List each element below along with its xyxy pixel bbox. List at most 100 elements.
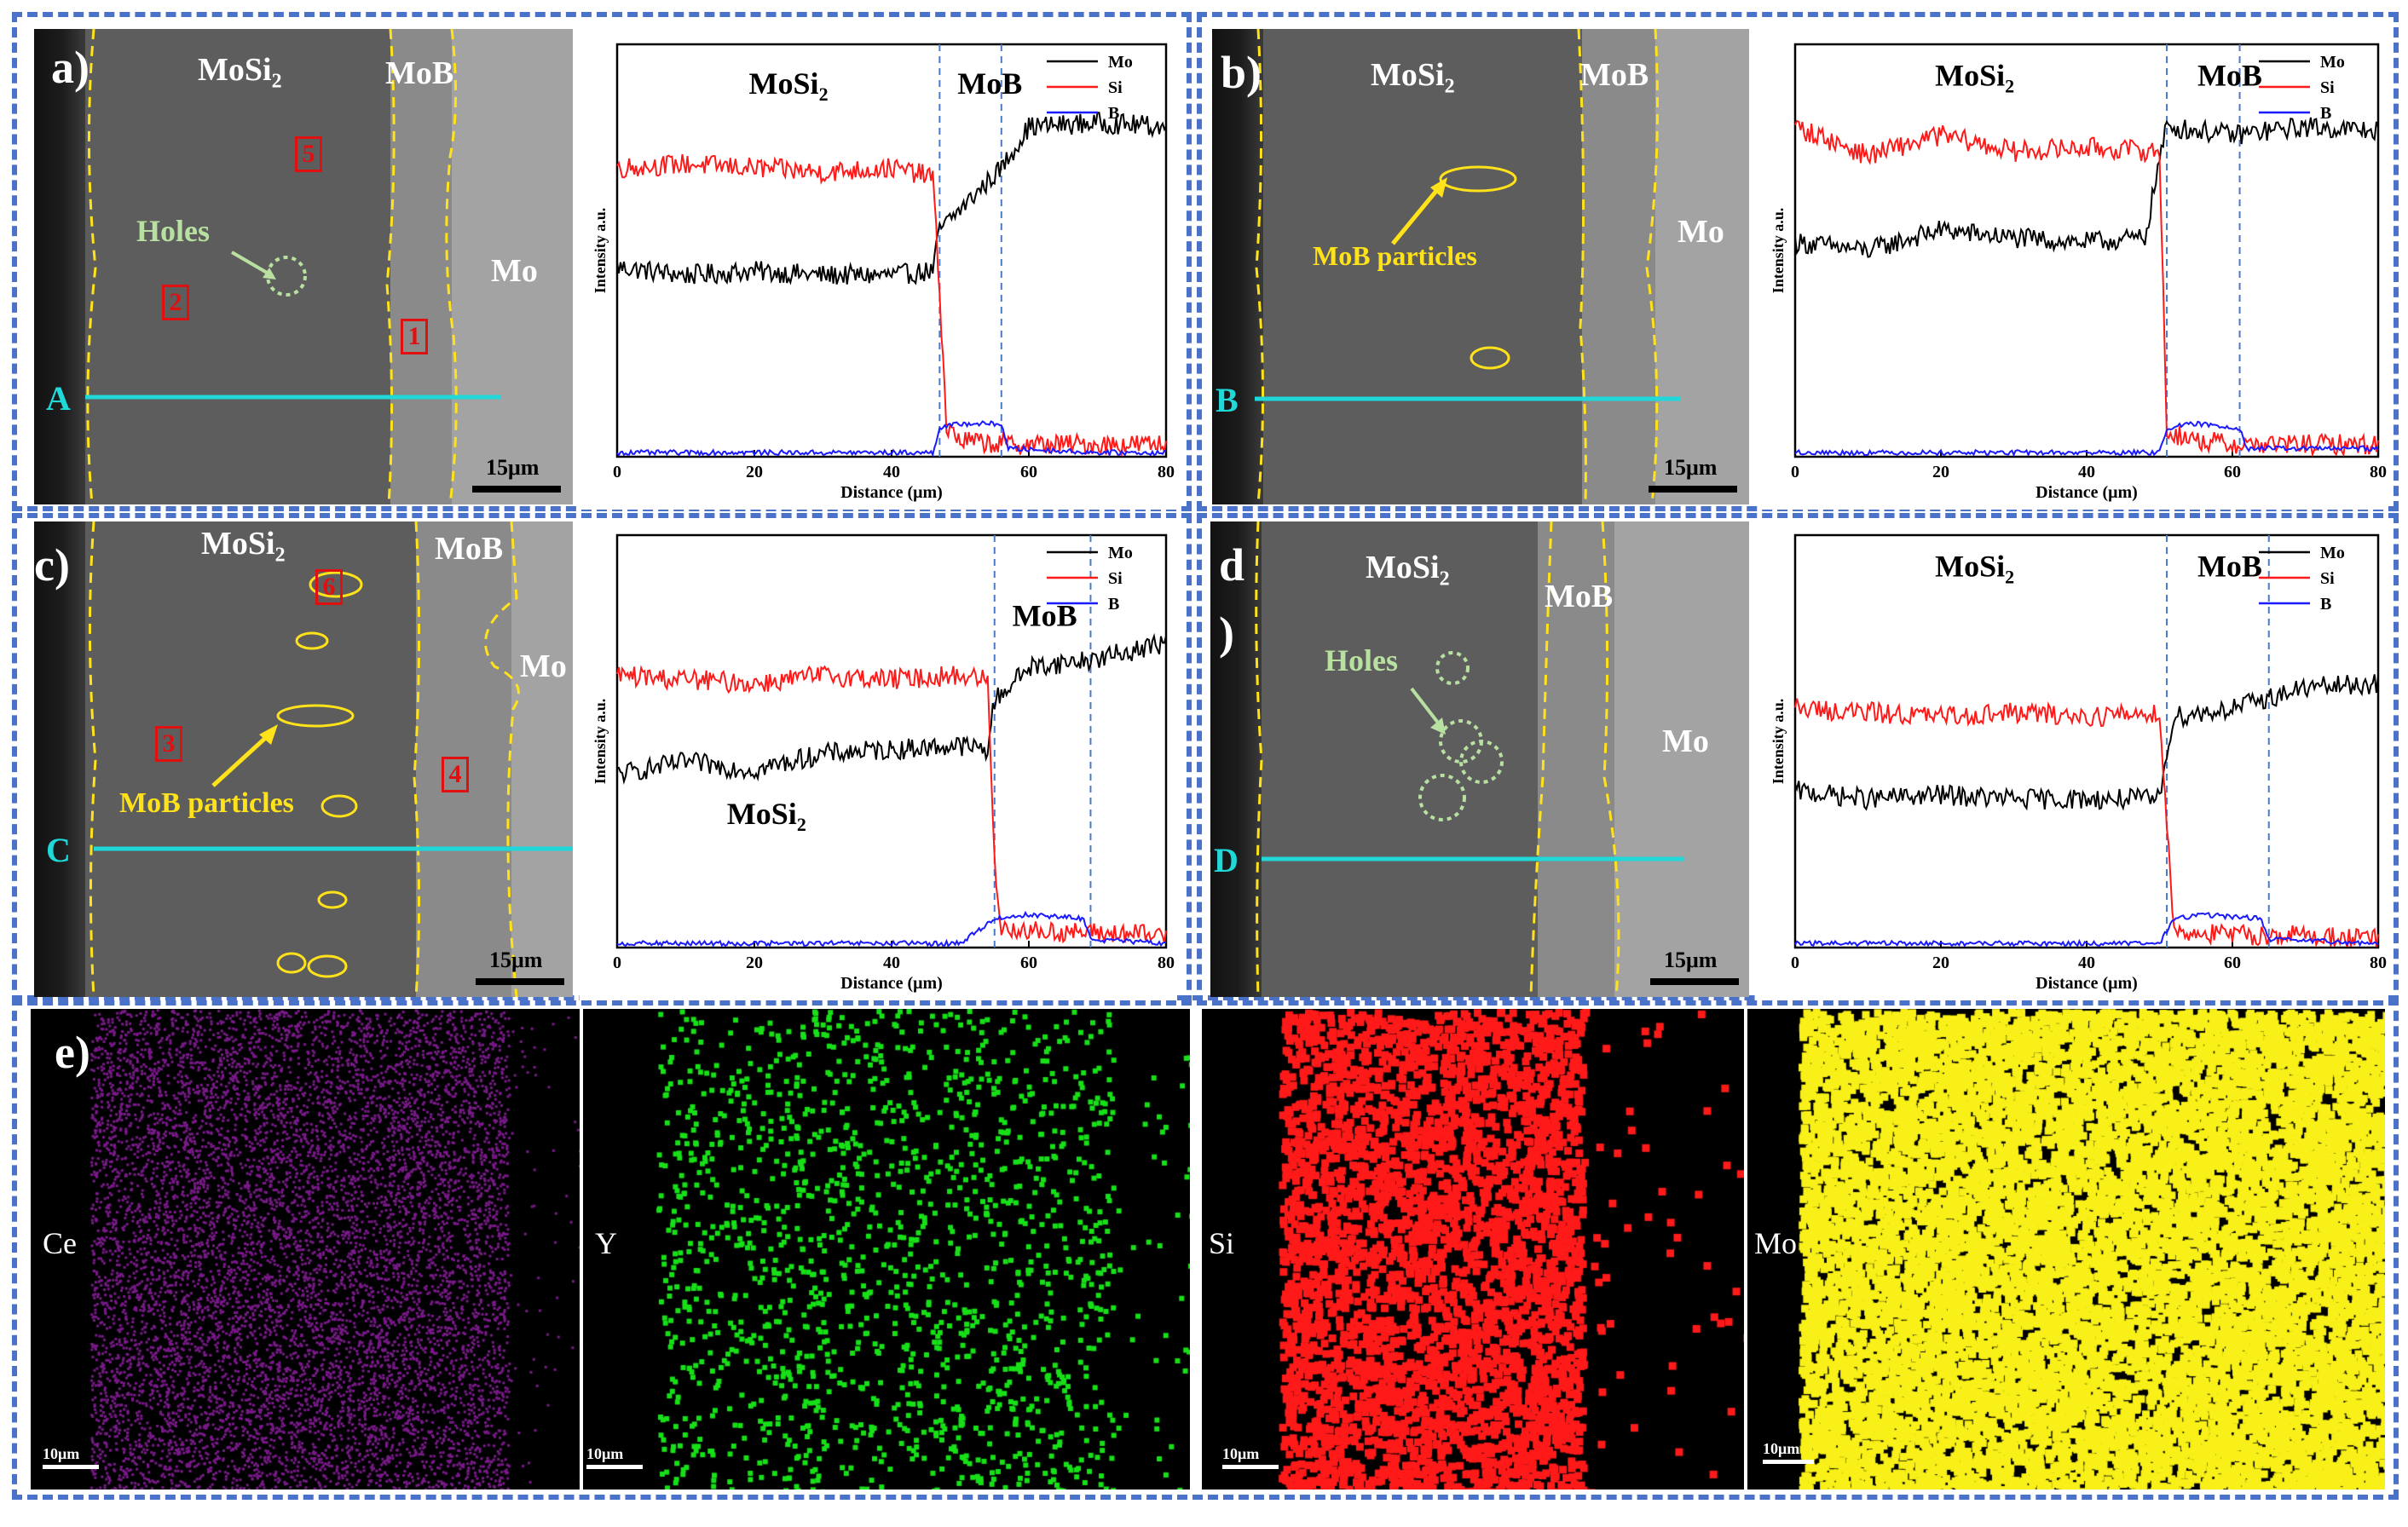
boundary-line [88, 521, 97, 997]
x-tick-label: 80 [1158, 463, 1175, 481]
particle-ellipse [276, 704, 355, 728]
legend-label-si: Si [2320, 569, 2335, 588]
panel-label-a: a) [51, 42, 90, 93]
mo-substrate [452, 29, 573, 504]
legend-label-mo: Mo [1108, 544, 1133, 562]
marker-5: 5 [295, 136, 322, 172]
boundary-line [1529, 521, 1553, 997]
x-tick-label: 20 [1932, 463, 1949, 481]
label-mosi2: MoSi2 [1366, 550, 1450, 591]
marker-6: 6 [315, 569, 343, 605]
label-mob-particles: MoB particles [119, 787, 294, 819]
panel-label-e: e) [55, 1027, 90, 1078]
frame-panel-d [1197, 513, 2399, 1006]
chart-annotation: MoB [2197, 58, 2262, 92]
marker-3: 3 [155, 726, 182, 762]
x-tick-label: 60 [2224, 463, 2241, 481]
mo-substrate [511, 521, 573, 997]
x-tick-label: 60 [1020, 463, 1037, 481]
boundary-line [1255, 521, 1263, 997]
x-tick-label: 40 [883, 463, 900, 481]
hole-circle [1459, 740, 1504, 784]
scan-label-c: C [46, 831, 71, 869]
series-line-mo [616, 112, 1167, 285]
particle-ellipse [317, 890, 348, 909]
mo-substrate [1655, 29, 1749, 504]
legend-label-si: Si [2320, 78, 2335, 97]
scale-bar [1649, 486, 1737, 493]
label-mo: Mo [1662, 723, 1709, 759]
frame-panel-c [12, 513, 1192, 1006]
particle-ellipse [320, 794, 358, 818]
chart-annotation: MoB [2197, 549, 2262, 583]
x-tick-label: 40 [2078, 954, 2095, 972]
boundary-line [1601, 521, 1620, 997]
chart-annotation: MoB [1013, 598, 1077, 632]
series-line-si [616, 153, 1167, 458]
map-label-ce: Ce [43, 1226, 77, 1260]
label-holes: Holes [136, 214, 210, 248]
x-tick-label: 0 [1791, 954, 1799, 972]
x-tick-label: 0 [613, 463, 621, 481]
chart-annotation: MoSi2 [1935, 549, 2014, 587]
particles-arrow [211, 731, 273, 787]
label-mob: MoB [435, 531, 504, 567]
label-mo: Mo [491, 253, 538, 289]
plot-frame [1793, 533, 2380, 949]
x-axis-label: Distance (μm) [2036, 483, 2138, 502]
y-axis-label: Intensity a.u. [592, 208, 609, 294]
series-line-b [616, 910, 1166, 948]
map-label-y: Y [595, 1226, 617, 1260]
scale-label: 15μm [1664, 948, 1718, 972]
x-tick-label: 20 [1932, 954, 1949, 972]
panel-label-d: d [1219, 539, 1245, 591]
scale-bar [1650, 978, 1739, 985]
plot-frame [615, 533, 1168, 949]
chart-annotation: MoSi2 [749, 66, 829, 105]
series-line-b [1794, 912, 2379, 948]
line-scan-chart-b: 0 20 40 60 80 Distance (μm) Intensity a.u. Mo Si… [1758, 32, 2388, 510]
sample-edge [34, 29, 85, 504]
x-tick-label: 40 [2078, 463, 2095, 481]
scan-label-b: B [1216, 381, 1239, 419]
label-mosi2: MoSi2 [198, 52, 282, 93]
frame-panel-e [12, 995, 2399, 1500]
sem-image-d: d ) MoSi2 MoB Mo Holes D 15μm [1210, 521, 1749, 997]
sample-edge [1212, 29, 1263, 504]
boundary-line [413, 521, 421, 997]
legend-label-si: Si [1108, 569, 1123, 588]
particle-ellipse [309, 571, 363, 598]
boundary-line [1645, 29, 1659, 504]
label-mob-particles: MoB particles [1313, 240, 1477, 271]
series-line-si [616, 665, 1167, 944]
label-mob: MoB [1580, 57, 1649, 93]
map-scale-mo: 10μm [1763, 1440, 1814, 1464]
particle-ellipse [295, 631, 329, 650]
particles-arrow [1391, 184, 1442, 245]
series-line-mo [616, 632, 1167, 785]
mo-substrate [1614, 521, 1749, 997]
y-axis-label: Intensity a.u. [1770, 699, 1787, 785]
series-line-mo [1794, 117, 2379, 258]
particle-ellipse [276, 952, 307, 974]
y-axis-label: Intensity a.u. [1770, 208, 1787, 294]
label-mo: Mo [520, 648, 567, 684]
sem-image-a: a) MoSi2 MoB Mo Holes 5 2 1 A 15μm [34, 29, 573, 504]
legend-label-b: B [1108, 595, 1119, 614]
scan-label-a: A [46, 379, 71, 418]
map-canvas-ce [31, 1009, 580, 1490]
line-scan-chart-a: 0 20 40 60 80 Distance (μm) Intensity a.u. Mo Si… [580, 32, 1176, 510]
boundary-line [1577, 29, 1587, 504]
annotation-subscript: 2 [819, 84, 829, 105]
marker-4: 4 [442, 757, 469, 792]
map-label-si: Si [1209, 1226, 1235, 1260]
chart-annotation: MoB [957, 66, 1022, 101]
label-mob: MoB [1545, 579, 1614, 614]
scan-label-d: D [1214, 841, 1239, 879]
scale-label: 15μm [486, 455, 540, 480]
x-tick-label: 80 [2370, 954, 2387, 972]
chart-annotation: MoSi2 [1935, 58, 2014, 96]
particle-ellipse [1439, 165, 1517, 193]
